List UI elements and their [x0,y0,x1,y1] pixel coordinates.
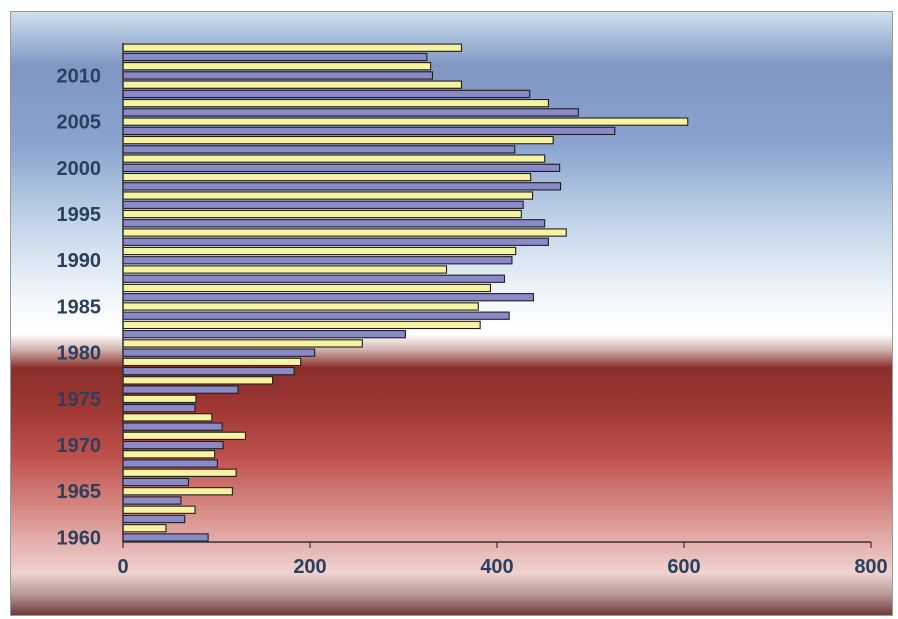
bar-1980 [122,348,316,357]
bar-1968 [122,459,218,468]
bar-2008 [122,89,531,99]
bar-2013 [122,43,463,52]
bar-1982 [122,330,406,339]
bar-2002 [122,145,516,154]
bar-1960 [122,533,209,542]
bar-1985 [122,302,479,311]
bar-1962 [122,514,186,524]
bar-1983 [122,320,481,330]
bar-1994 [122,219,546,228]
bar-2010 [122,71,434,80]
bar-1988 [122,274,506,283]
bar-1974 [122,403,196,413]
bar-2006 [122,108,579,117]
x-tick-label-200: 200 [293,556,326,578]
y-tick-label-2010: 2010 [57,65,102,87]
bar-1987 [122,283,492,293]
y-tick-label-2000: 2000 [57,158,102,180]
bar-1986 [122,293,535,302]
bar-2004 [122,126,616,136]
bar-1999 [122,172,532,182]
bar-1978 [122,366,295,376]
y-tick-label-1985: 1985 [57,296,102,318]
chart-frame: 0 200 400 600 800 1960 1965 1970 1975 1980 1985 19… [10,11,893,616]
y-tick-label-1995: 1995 [57,204,102,226]
bar-2001 [122,154,546,163]
bar-1996 [122,200,524,209]
bar-2009 [122,80,463,89]
bars-group [122,43,689,542]
bar-2012 [122,52,428,62]
bar-1990 [122,256,513,265]
x-tick-label-800: 800 [854,556,887,578]
bar-2003 [122,135,554,145]
x-tick-label-0: 0 [117,556,128,578]
y-tick-label-2005: 2005 [57,112,102,134]
bar-2000 [122,163,561,173]
y-tick-label-1965: 1965 [57,481,102,503]
y-ticks-group: 1960 1965 1970 1975 1980 1985 1990 1995 2000 2005… [57,65,102,549]
bar-1965 [122,487,233,496]
bar-1966 [122,477,189,487]
bar-1972 [122,422,223,431]
bar-2007 [122,99,549,108]
bar-1995 [122,209,522,219]
bar-1977 [122,376,274,385]
bar-2005 [122,117,689,126]
bar-1973 [122,413,213,422]
y-tick-label-1990: 1990 [57,250,102,272]
y-tick-label-1975: 1975 [57,389,102,411]
bar-1997 [122,191,534,200]
bar-1967 [122,468,237,477]
bar-1963 [122,505,196,514]
bar-1970 [122,440,224,450]
bar-1979 [122,357,302,367]
bar-1991 [122,246,517,256]
y-tick-label-1970: 1970 [57,435,102,457]
bar-1961 [122,524,167,533]
bar-1993 [122,228,567,237]
bar-1976 [122,385,239,394]
bar-1998 [122,182,562,191]
bar-1971 [122,431,247,440]
bar-1964 [122,496,182,505]
bar-1992 [122,237,549,246]
x-tick-label-600: 600 [667,556,700,578]
y-tick-label-1980: 1980 [57,343,102,365]
bar-1975 [122,394,197,404]
bar-1984 [122,311,510,320]
bar-1969 [122,450,216,459]
bar-2011 [122,62,432,71]
bar-1989 [122,265,448,274]
x-tick-label-400: 400 [480,556,513,578]
y-tick-label-1960: 1960 [57,527,102,549]
chart-svg: 0 200 400 600 800 19601965197019751980198519… [11,12,892,615]
bar-1981 [122,339,363,348]
x-ticks-group: 0 200 400 600 800 [117,542,888,578]
